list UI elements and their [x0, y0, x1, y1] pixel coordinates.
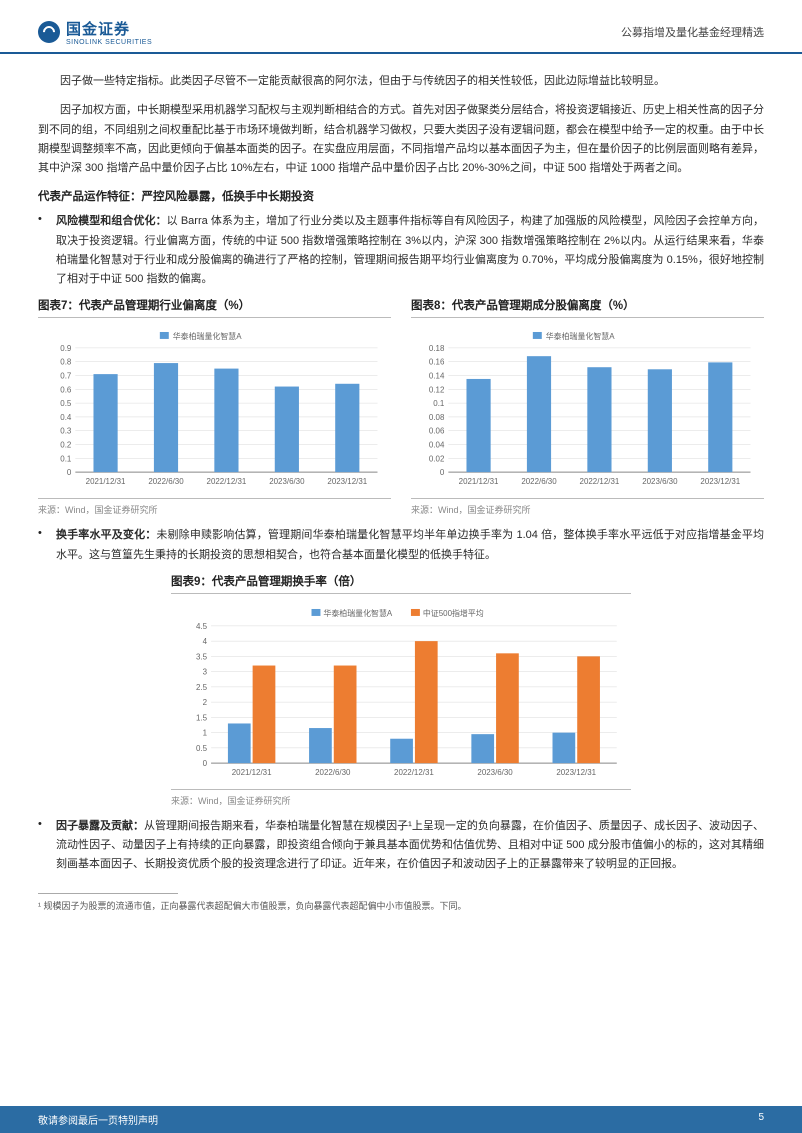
svg-text:3: 3 [203, 667, 208, 676]
chart7-box: 华泰柏瑞量化智慧A 0 0.1 0.2 0.3 0.4 0.5 0.6 0.7 0.8 0.9 202… [38, 324, 391, 499]
bullet-icon: • [38, 526, 56, 565]
logo-text-en: SINOLINK SECURITIES [66, 39, 152, 46]
svg-text:华泰柏瑞量化智慧A: 华泰柏瑞量化智慧A [546, 331, 615, 341]
svg-text:0.7: 0.7 [60, 372, 72, 381]
svg-text:0.5: 0.5 [196, 744, 208, 753]
chart9-box: 华泰柏瑞量化智慧A 中证500指增平均 0 0.5 1 1.5 2 2.5 3 3.5 4 4.5 20… [171, 600, 631, 790]
svg-text:2022/6/30: 2022/6/30 [148, 477, 184, 486]
svg-text:0: 0 [440, 468, 445, 477]
chart-row-7-8: 图表7：代表产品管理期行业偏离度（%） 华泰柏瑞量化智慧A 0 0.1 0.2 0.3 0… [38, 297, 764, 516]
chart7-col: 图表7：代表产品管理期行业偏离度（%） 华泰柏瑞量化智慧A 0 0.1 0.2 0.3 0… [38, 297, 391, 516]
svg-text:2: 2 [203, 698, 208, 707]
svg-text:1.5: 1.5 [196, 713, 208, 722]
svg-text:0.1: 0.1 [433, 399, 445, 408]
header-subtitle: 公募指增及量化基金经理精选 [621, 24, 764, 40]
chart9-source: 来源：Wind，国金证券研究所 [171, 790, 631, 807]
chart8-box: 华泰柏瑞量化智慧A 0 0.02 0.04 0.06 0.08 0.1 0.12 0.14 0.1… [411, 324, 764, 499]
svg-text:0: 0 [203, 759, 208, 768]
bullet-text: 因子暴露及贡献：从管理期间报告期来看，华泰柏瑞量化智慧在规模因子¹上呈现一定的负… [56, 817, 764, 875]
bullet-icon: • [38, 817, 56, 875]
chart8-col: 图表8：代表产品管理期成分股偏离度（%） 华泰柏瑞量化智慧A 0 0.02 0.04 0… [411, 297, 764, 516]
bullet-risk-model: • 风险模型和组合优化：以 Barra 体系为主，增加了行业分类以及主题事件指标… [38, 212, 764, 289]
svg-text:0.04: 0.04 [429, 441, 445, 450]
bullet-turnover: • 换手率水平及变化：未剔除申赎影响估算，管理期间华泰柏瑞量化智慧平均半年单边换… [38, 526, 764, 565]
paragraph-2: 因子加权方面，中长期模型采用机器学习配权与主观判断相结合的方式。首先对因子做聚类… [38, 101, 764, 178]
svg-text:0.14: 0.14 [429, 372, 445, 381]
svg-text:华泰柏瑞量化智慧A: 华泰柏瑞量化智慧A [323, 608, 392, 618]
bullet-factor: • 因子暴露及贡献：从管理期间报告期来看，华泰柏瑞量化智慧在规模因子¹上呈现一定… [38, 817, 764, 875]
svg-text:0.4: 0.4 [60, 413, 72, 422]
svg-text:2023/12/31: 2023/12/31 [556, 768, 596, 777]
svg-text:0.08: 0.08 [429, 413, 445, 422]
page-header: 国金证券 SINOLINK SECURITIES 公募指增及量化基金经理精选 [0, 0, 802, 54]
svg-text:2022/12/31: 2022/12/31 [207, 477, 247, 486]
svg-text:2023/12/31: 2023/12/31 [700, 477, 740, 486]
svg-text:2021/12/31: 2021/12/31 [86, 477, 126, 486]
footer-disclaimer: 敬请参阅最后一页特别声明 [38, 1112, 158, 1127]
svg-text:2023/6/30: 2023/6/30 [642, 477, 678, 486]
svg-text:2022/12/31: 2022/12/31 [394, 768, 434, 777]
chart7-title: 图表7：代表产品管理期行业偏离度（%） [38, 297, 391, 318]
bullet-icon: • [38, 212, 56, 289]
svg-text:2.5: 2.5 [196, 683, 208, 692]
svg-text:0.02: 0.02 [429, 455, 445, 464]
logo-icon [38, 21, 60, 43]
logo: 国金证券 SINOLINK SECURITIES [38, 18, 152, 46]
logo-text-cn: 国金证券 [66, 18, 152, 39]
page-footer: 敬请参阅最后一页特别声明 5 [0, 1106, 802, 1133]
svg-text:0: 0 [67, 468, 72, 477]
bullet-text: 换手率水平及变化：未剔除申赎影响估算，管理期间华泰柏瑞量化智慧平均半年单边换手率… [56, 526, 764, 565]
chart8-title: 图表8：代表产品管理期成分股偏离度（%） [411, 297, 764, 318]
svg-text:0.5: 0.5 [60, 399, 72, 408]
svg-text:0.3: 0.3 [60, 427, 72, 436]
footnote: ¹ 规模因子为股票的流通市值，正向暴露代表超配偏大市值股票，负向暴露代表超配偏中… [0, 894, 802, 914]
svg-text:0.12: 0.12 [429, 386, 445, 395]
svg-text:2023/12/31: 2023/12/31 [327, 477, 367, 486]
chart9-svg: 华泰柏瑞量化智慧A 中证500指增平均 0 0.5 1 1.5 2 2.5 3 3.5 4 4.5 20… [175, 606, 627, 785]
paragraph-1: 因子做一些特定指标。此类因子尽管不一定能贡献很高的阿尔法，但由于与传统因子的相关… [38, 72, 764, 91]
chart8-source: 来源：Wind，国金证券研究所 [411, 499, 764, 516]
svg-text:0.06: 0.06 [429, 427, 445, 436]
svg-text:4.5: 4.5 [196, 622, 208, 631]
bullet-text: 风险模型和组合优化：以 Barra 体系为主，增加了行业分类以及主题事件指标等自… [56, 212, 764, 289]
svg-text:中证500指增平均: 中证500指增平均 [423, 608, 484, 618]
svg-text:华泰柏瑞量化智慧A: 华泰柏瑞量化智慧A [173, 331, 242, 341]
svg-text:0.2: 0.2 [60, 441, 72, 450]
svg-text:1: 1 [203, 728, 208, 737]
chart7-svg: 华泰柏瑞量化智慧A 0 0.1 0.2 0.3 0.4 0.5 0.6 0.7 0.8 0.9 202… [42, 330, 387, 494]
svg-text:2022/12/31: 2022/12/31 [580, 477, 620, 486]
svg-text:0.8: 0.8 [60, 358, 72, 367]
svg-text:2022/6/30: 2022/6/30 [315, 768, 351, 777]
svg-text:2023/6/30: 2023/6/30 [477, 768, 513, 777]
svg-text:0.1: 0.1 [60, 455, 72, 464]
svg-text:2022/6/30: 2022/6/30 [521, 477, 557, 486]
svg-text:0.9: 0.9 [60, 344, 72, 353]
svg-text:2021/12/31: 2021/12/31 [232, 768, 272, 777]
chart7-source: 来源：Wind，国金证券研究所 [38, 499, 391, 516]
chart9-title: 图表9：代表产品管理期换手率（倍） [171, 573, 631, 594]
svg-text:3.5: 3.5 [196, 652, 208, 661]
svg-text:2021/12/31: 2021/12/31 [459, 477, 499, 486]
page-number: 5 [758, 1112, 764, 1127]
content-area: 因子做一些特定指标。此类因子尽管不一定能贡献很高的阿尔法，但由于与传统因子的相关… [0, 54, 802, 875]
svg-text:4: 4 [203, 637, 208, 646]
svg-text:2023/6/30: 2023/6/30 [269, 477, 305, 486]
svg-text:0.18: 0.18 [429, 344, 445, 353]
chart9-wrap: 图表9：代表产品管理期换手率（倍） 华泰柏瑞量化智慧A 中证500指增平均 0 0.5… [171, 573, 631, 807]
svg-text:0.6: 0.6 [60, 386, 72, 395]
svg-text:0.16: 0.16 [429, 358, 445, 367]
section-title-a: 代表产品运作特征：严控风险暴露，低换手中长期投资 [38, 188, 764, 204]
chart8-svg: 华泰柏瑞量化智慧A 0 0.02 0.04 0.06 0.08 0.1 0.12 0.14 0.1… [415, 330, 760, 494]
